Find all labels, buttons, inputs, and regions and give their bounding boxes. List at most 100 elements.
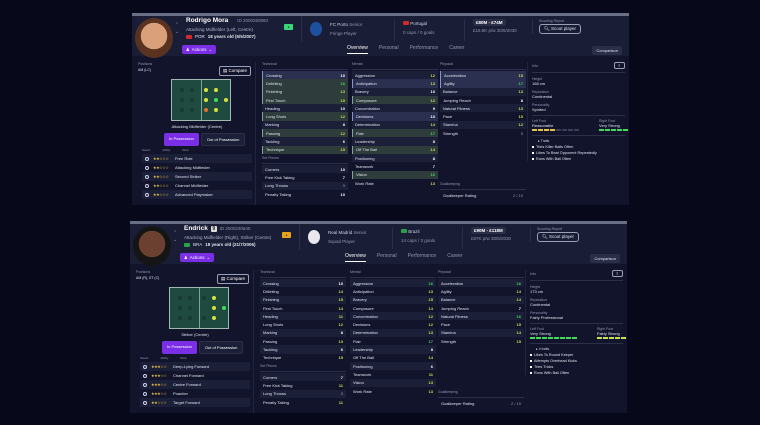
tab-overview[interactable]: Overview	[345, 253, 366, 262]
attribute-row[interactable]: Corners 10	[262, 164, 348, 174]
attribute-row[interactable]: Penalty Taking 11	[260, 398, 346, 406]
compare-button[interactable]: ▤ Compare	[216, 274, 249, 284]
actions-button[interactable]: ♟ Actions ⌄	[180, 253, 214, 262]
comparison-button[interactable]: Comparison	[590, 254, 620, 263]
attribute-row[interactable]: Decisions 12	[350, 320, 436, 328]
attribute-row[interactable]: Long Throws 5	[262, 181, 348, 190]
role-item[interactable]: ★★☆☆☆ Channel Midfielder	[142, 181, 252, 190]
attribute-row[interactable]: Long Shots 12	[262, 112, 348, 121]
attribute-row[interactable]: Tackling 6	[262, 137, 348, 146]
role-item[interactable]: ★★★☆☆ Channel Forward	[140, 371, 250, 380]
attribute-row[interactable]: Natural Fitness 16	[438, 312, 524, 321]
attribute-row[interactable]: Anticipation 13	[352, 79, 438, 88]
attribute-row[interactable]: Crossing 10	[262, 71, 348, 80]
attribute-row[interactable]: Natural Fitness 13	[440, 104, 526, 113]
attribute-row[interactable]: Passing 13	[260, 337, 346, 345]
attribute-row[interactable]: Stamina 14	[438, 328, 524, 338]
attribute-row[interactable]: Free Kick Taking 7	[262, 173, 348, 181]
attribute-row[interactable]: Vision 13	[350, 378, 436, 387]
attribute-row[interactable]: Leadership 8	[350, 345, 436, 354]
role-item[interactable]: ★★★☆☆ Deep-Lying Forward	[140, 362, 250, 371]
attribute-row[interactable]: Positioning 8	[352, 153, 438, 163]
role-item[interactable]: ★★☆☆☆ Target Forward	[140, 398, 250, 407]
attribute-row[interactable]: Off The Ball 14	[352, 145, 438, 154]
scout-player-button[interactable]: 🔍︎ Scout player	[539, 24, 581, 34]
attribute-row[interactable]: Jumping Reach 7	[438, 304, 524, 312]
in-possession-tab[interactable]: In Possession	[162, 341, 197, 354]
attribute-row[interactable]: Goalkeeper Rating 2 / 10	[441, 400, 521, 406]
attribute-row[interactable]: Composure 14	[350, 304, 436, 312]
radio-button[interactable]	[145, 183, 149, 188]
attribute-row[interactable]: Goalkeeper Rating 2 / 10	[443, 192, 523, 198]
tab-performance[interactable]: Performance	[407, 253, 437, 259]
radio-button[interactable]	[143, 391, 147, 396]
attribute-row[interactable]: Agility 17	[440, 79, 526, 88]
tab-overview[interactable]: Overview	[347, 45, 368, 54]
attribute-row[interactable]: Strength 5	[440, 129, 526, 137]
attribute-row[interactable]: Work Rate 13	[352, 179, 438, 187]
attribute-row[interactable]: Bravery 10	[352, 87, 438, 96]
attribute-row[interactable]: Finishing 15	[260, 295, 346, 304]
out-of-possession-tab[interactable]: Out of Possession	[198, 341, 244, 354]
traits-header[interactable]: ▸ 4 traits	[530, 342, 623, 351]
tab-career[interactable]: Career	[449, 45, 465, 51]
prev-next-arrows[interactable]: ⌃ ⌄	[175, 22, 180, 35]
attribute-row[interactable]: First Touch 15	[262, 95, 348, 105]
attribute-row[interactable]: Stamina 12	[440, 120, 526, 130]
tab-personal[interactable]: Personal	[378, 45, 399, 51]
attribute-row[interactable]: Technique 15	[262, 145, 348, 154]
attribute-row[interactable]: Pace 15	[438, 320, 524, 328]
upload-icon[interactable]: ⇪	[613, 62, 625, 69]
prev-next-arrows[interactable]: ⌃ ⌄	[173, 230, 178, 243]
attribute-row[interactable]: Long Shots 12	[260, 320, 346, 328]
role-item[interactable]: ★★★☆☆ Poacher	[140, 389, 250, 398]
attribute-row[interactable]: First Touch 14	[260, 304, 346, 312]
attribute-row[interactable]: Flair 17	[352, 129, 438, 138]
radio-button[interactable]	[143, 373, 147, 378]
role-item[interactable]: ★★☆☆☆ Attacking Midfielder	[142, 163, 252, 172]
radio-button[interactable]	[143, 400, 147, 405]
attribute-row[interactable]: Marking 8	[262, 120, 348, 130]
radio-button[interactable]	[145, 192, 149, 197]
actions-button[interactable]: ♟ Actions ⌄	[182, 45, 216, 54]
attribute-row[interactable]: Crossing 10	[260, 279, 346, 288]
attribute-row[interactable]: Concentration 9	[352, 104, 438, 113]
tab-personal[interactable]: Personal	[376, 253, 397, 259]
attribute-row[interactable]: Technique 15	[260, 354, 346, 362]
attribute-row[interactable]: Jumping Reach 8	[440, 96, 526, 104]
attribute-row[interactable]: Decisions 10	[352, 112, 438, 121]
radio-button[interactable]	[143, 382, 147, 387]
attribute-row[interactable]: Bravery 15	[350, 295, 436, 304]
role-item[interactable]: ★★★☆☆ Centre Forward	[140, 380, 250, 389]
attribute-row[interactable]: Flair 17	[350, 337, 436, 345]
club-name[interactable]: FC Porto	[330, 22, 349, 27]
scout-player-button[interactable]: 🔍︎ Scout player	[537, 232, 579, 242]
attribute-row[interactable]: Leadership 8	[352, 137, 438, 146]
attribute-row[interactable]: Dribbling 14	[260, 287, 346, 295]
attribute-row[interactable]: Teamwork 7	[352, 162, 438, 170]
club-name[interactable]: Real Madrid	[328, 230, 353, 235]
attribute-row[interactable]: Composure 12	[352, 95, 438, 105]
attribute-row[interactable]: Passing 12	[262, 129, 348, 138]
attribute-row[interactable]: Anticipation 13	[350, 287, 436, 295]
attribute-row[interactable]: Positioning 6	[350, 361, 436, 371]
role-item[interactable]: ★★☆☆☆ Free Role	[142, 154, 252, 163]
out-of-possession-tab[interactable]: Out of Possession	[200, 133, 246, 146]
attribute-row[interactable]: Vision 16	[352, 170, 438, 179]
tab-career[interactable]: Career	[447, 253, 463, 259]
attribute-row[interactable]: Dribbling 16	[262, 79, 348, 88]
attribute-row[interactable]: Agility 14	[438, 287, 524, 295]
attribute-row[interactable]: Tackling 6	[260, 345, 346, 354]
in-possession-tab[interactable]: In Possession	[164, 133, 199, 146]
attribute-row[interactable]: Finishing 13	[262, 87, 348, 96]
attribute-row[interactable]: Aggression 16	[350, 279, 436, 288]
attribute-row[interactable]: Heading 10	[262, 104, 348, 113]
upload-icon[interactable]: ⇪	[611, 270, 623, 277]
attribute-row[interactable]: Determination 13	[350, 328, 436, 338]
radio-button[interactable]	[145, 165, 149, 170]
role-item[interactable]: ★★☆☆☆ Advanced Playmaker	[142, 190, 252, 199]
attribute-row[interactable]: Pace 15	[440, 112, 526, 120]
transfer-value[interactable]: £90M - £118M	[471, 227, 506, 234]
tab-performance[interactable]: Performance	[409, 45, 439, 51]
comparison-button[interactable]: Comparison	[592, 46, 622, 55]
